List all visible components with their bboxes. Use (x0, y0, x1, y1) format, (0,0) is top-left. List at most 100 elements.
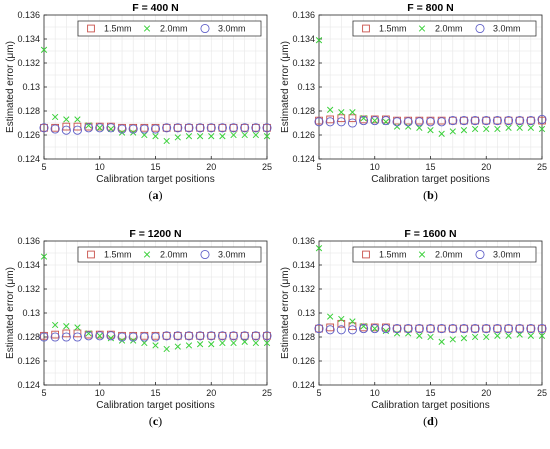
series-3.0mm (39, 331, 272, 342)
y-axis-label: Estimated error (μm) (280, 267, 291, 359)
data-point (336, 117, 346, 127)
data-point (382, 327, 390, 335)
x-tick-label: 25 (262, 162, 272, 172)
data-point (360, 323, 367, 330)
data-point (185, 133, 193, 140)
data-point (218, 123, 227, 132)
x-tick-label: 10 (95, 388, 105, 398)
data-point (438, 338, 445, 345)
data-point (315, 37, 323, 44)
data-point (240, 331, 250, 341)
data-point (393, 123, 401, 130)
y-axis-label: Estimated error (μm) (5, 267, 16, 359)
data-point (314, 324, 324, 334)
y-tick-label: 0.124 (17, 380, 40, 390)
data-point (315, 324, 323, 333)
data-point (39, 332, 49, 342)
y-tick-label: 0.13 (22, 308, 40, 318)
data-point (74, 116, 81, 123)
chart-panel-a: 5 10 15 20 25 0.124 0.126 0.128 0.13 0.132 0.134 0.… (5, 2, 272, 202)
x-tick-label: 5 (41, 162, 46, 172)
data-point (448, 324, 458, 334)
data-point (140, 331, 149, 340)
data-point (404, 116, 413, 125)
y-tick-label: 0.126 (17, 356, 40, 366)
data-point (139, 332, 149, 342)
legend-label: 3.0mm (218, 250, 246, 260)
data-point (494, 125, 501, 133)
data-point (107, 125, 115, 133)
data-point (196, 123, 204, 132)
data-point (338, 109, 345, 116)
data-point (95, 122, 104, 131)
data-point (537, 324, 547, 334)
y-tick-label: 0.126 (17, 130, 40, 140)
y-tick-label: 0.13 (297, 308, 315, 318)
data-point (425, 117, 436, 127)
x-tick-label: 25 (537, 162, 547, 172)
data-point (427, 127, 434, 134)
data-point (460, 116, 468, 125)
data-point (448, 116, 457, 125)
data-point (128, 332, 138, 342)
legend-marker (200, 23, 210, 34)
data-point (526, 324, 536, 334)
data-point (251, 331, 261, 341)
data-point (371, 325, 378, 332)
data-point (404, 324, 413, 333)
legend-label: 1.5mm (104, 250, 132, 260)
data-point (217, 331, 227, 341)
data-point (262, 331, 272, 341)
data-point (195, 331, 205, 341)
data-point (162, 123, 172, 133)
x-tick-label: 5 (316, 388, 321, 398)
data-point (40, 123, 48, 132)
data-point (218, 331, 227, 340)
x-axis-label: Calibration target positions (371, 174, 489, 185)
data-point (449, 128, 456, 135)
data-point (504, 324, 513, 333)
data-point (359, 116, 369, 126)
legend-marker (143, 251, 151, 258)
data-point (162, 123, 171, 132)
y-axis-label: Estimated error (μm) (5, 41, 16, 133)
chart-title: F = 1200 N (129, 228, 181, 240)
data-point (185, 342, 193, 349)
legend-marker (200, 249, 210, 260)
data-point (50, 124, 60, 134)
panel-caption: (a) (149, 188, 163, 202)
data-point (416, 332, 423, 339)
data-point (217, 123, 227, 133)
data-point (208, 341, 215, 348)
data-point (437, 117, 447, 127)
data-point (426, 116, 435, 125)
data-point (460, 335, 468, 342)
data-point (63, 323, 70, 330)
data-point (130, 129, 137, 136)
data-point (74, 324, 81, 331)
data-point (526, 116, 535, 125)
x-tick-label: 10 (370, 162, 380, 172)
data-point (337, 114, 346, 123)
legend-marker (475, 23, 485, 34)
data-point (459, 324, 469, 334)
data-point (62, 122, 71, 131)
data-point (219, 339, 226, 347)
data-point (526, 116, 536, 126)
data-point (325, 325, 335, 335)
data-point (251, 123, 261, 133)
data-point (515, 116, 524, 125)
data-point (326, 106, 334, 113)
y-tick-label: 0.134 (17, 34, 40, 44)
data-point (414, 117, 424, 127)
data-point (206, 331, 216, 341)
data-point (152, 342, 159, 349)
data-point (152, 133, 159, 140)
chart-panel-b: 5 10 15 20 25 0.124 0.126 0.128 0.13 0.132 0.134 0.… (280, 2, 547, 202)
data-point (230, 131, 237, 139)
data-point (349, 109, 356, 116)
data-point (95, 330, 104, 339)
chart-title: F = 800 N (407, 2, 453, 14)
data-point (515, 324, 525, 334)
data-point (96, 332, 103, 339)
